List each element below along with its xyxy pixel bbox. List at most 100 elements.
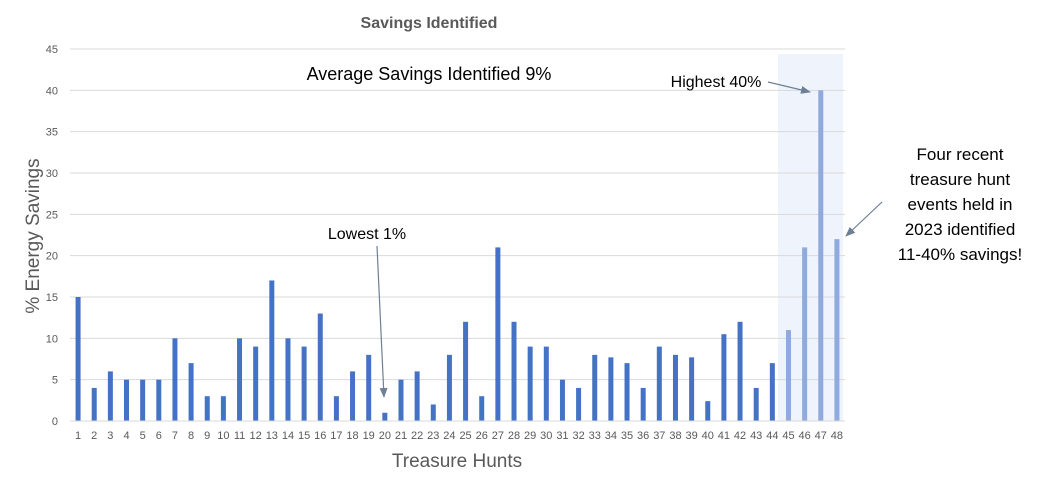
x-tick-label: 14: [282, 430, 294, 442]
recent-events-line: 11-40% savings!: [898, 245, 1022, 264]
x-tick-label: 31: [556, 430, 568, 442]
x-tick-label: 48: [831, 430, 843, 442]
bar-hunt-29: [527, 346, 533, 421]
bar-hunt-37: [656, 346, 662, 421]
bar-hunt-14: [285, 338, 291, 421]
x-tick-label: 26: [476, 430, 488, 442]
bar-hunt-46: [802, 247, 808, 421]
y-tick-label: 10: [46, 333, 58, 345]
bar-hunt-31: [559, 379, 565, 421]
y-tick-label: 45: [46, 44, 58, 56]
bar-hunt-11: [237, 338, 243, 421]
bar-hunt-5: [140, 379, 146, 421]
x-tick-label: 11: [234, 430, 245, 442]
bar-hunt-2: [91, 387, 97, 421]
y-axis-title: % Energy Savings: [23, 158, 44, 313]
bar-hunt-48: [834, 239, 840, 421]
x-tick-label: 13: [266, 430, 278, 442]
x-tick-label: 8: [188, 430, 194, 442]
bars: [75, 90, 840, 421]
x-tick-label: 40: [702, 430, 714, 442]
x-axis-title: Treasure Hunts: [392, 451, 522, 472]
x-tick-label: 27: [492, 430, 504, 442]
chart-title: Savings Identified: [361, 15, 498, 32]
bar-hunt-28: [511, 321, 517, 421]
bar-hunt-44: [769, 363, 775, 421]
x-tick-label: 45: [782, 430, 794, 442]
x-tick-label: 2: [91, 430, 97, 442]
x-tick-label: 33: [589, 430, 601, 442]
x-tick-label: 29: [524, 430, 536, 442]
bar-hunt-45: [785, 330, 791, 421]
x-tick-label: 3: [107, 430, 113, 442]
recent-events-arrow: [845, 201, 883, 237]
bar-hunt-26: [479, 396, 485, 421]
bar-hunt-12: [253, 346, 259, 421]
bar-hunt-33: [592, 354, 598, 421]
bar-hunt-22: [414, 371, 420, 421]
x-tick-label: 6: [156, 430, 162, 442]
x-tick-label: 34: [605, 430, 617, 442]
x-tick-label: 44: [766, 430, 778, 442]
bar-hunt-34: [608, 357, 614, 421]
x-tick-label: 23: [427, 430, 439, 442]
bar-hunt-18: [350, 371, 356, 421]
x-tick-label: 36: [637, 430, 649, 442]
x-tick-label: 46: [799, 430, 811, 442]
bar-hunt-38: [672, 354, 678, 421]
bar-hunt-20: [382, 412, 388, 421]
x-tick-label: 18: [346, 430, 358, 442]
y-tick-label: 20: [46, 251, 58, 263]
average-annotation: Average Savings Identified 9%: [307, 64, 552, 84]
highest-annotation: Highest 40%: [671, 74, 762, 91]
bar-hunt-13: [269, 280, 275, 421]
bar-hunt-17: [333, 396, 339, 421]
bar-hunt-42: [737, 321, 743, 421]
y-tick-label: 40: [46, 85, 58, 97]
bar-hunt-3: [107, 371, 113, 421]
x-tick-label: 9: [204, 430, 210, 442]
bar-hunt-21: [398, 379, 404, 421]
x-tick-label: 20: [379, 430, 391, 442]
x-tick-label: 35: [621, 430, 633, 442]
x-tick-label: 25: [459, 430, 471, 442]
bar-hunt-32: [576, 387, 582, 421]
y-tick-label: 0: [52, 416, 58, 428]
x-tick-label: 16: [314, 430, 326, 442]
bar-hunt-6: [156, 379, 162, 421]
bar-hunt-23: [430, 404, 436, 421]
x-tick-label: 21: [395, 430, 407, 442]
x-tick-label: 32: [572, 430, 584, 442]
bar-hunt-43: [753, 387, 759, 421]
lowest-arrow: [376, 245, 388, 398]
bar-hunt-41: [721, 334, 727, 421]
x-tick-label: 15: [298, 430, 310, 442]
x-tick-label: 30: [540, 430, 552, 442]
x-tick-label: 10: [217, 430, 229, 442]
bar-hunt-15: [301, 346, 307, 421]
bar-hunt-1: [75, 297, 81, 421]
highest-arrow: [767, 81, 811, 94]
x-tick-label: 43: [750, 430, 762, 442]
x-tick-label: 22: [411, 430, 423, 442]
x-tick-label: 19: [363, 430, 375, 442]
x-tick-label: 42: [734, 430, 746, 442]
bar-hunt-24: [446, 354, 452, 421]
bar-hunt-19: [366, 354, 372, 421]
y-tick-label: 35: [46, 127, 58, 139]
y-tick-label: 5: [52, 375, 58, 387]
x-tick-label: 17: [330, 430, 342, 442]
x-tick-label: 4: [123, 430, 129, 442]
y-tick-label: 30: [46, 168, 58, 180]
bar-hunt-4: [124, 379, 130, 421]
x-tick-label: 5: [140, 430, 146, 442]
bar-hunt-35: [624, 363, 630, 421]
bar-hunt-7: [172, 338, 178, 421]
x-tick-label: 1: [75, 430, 81, 442]
x-tick-label: 38: [669, 430, 681, 442]
recent-events-line: Four recent: [917, 145, 1004, 164]
bar-hunt-8: [188, 363, 194, 421]
y-tick-label: 25: [46, 209, 58, 221]
gridlines: [70, 48, 845, 381]
